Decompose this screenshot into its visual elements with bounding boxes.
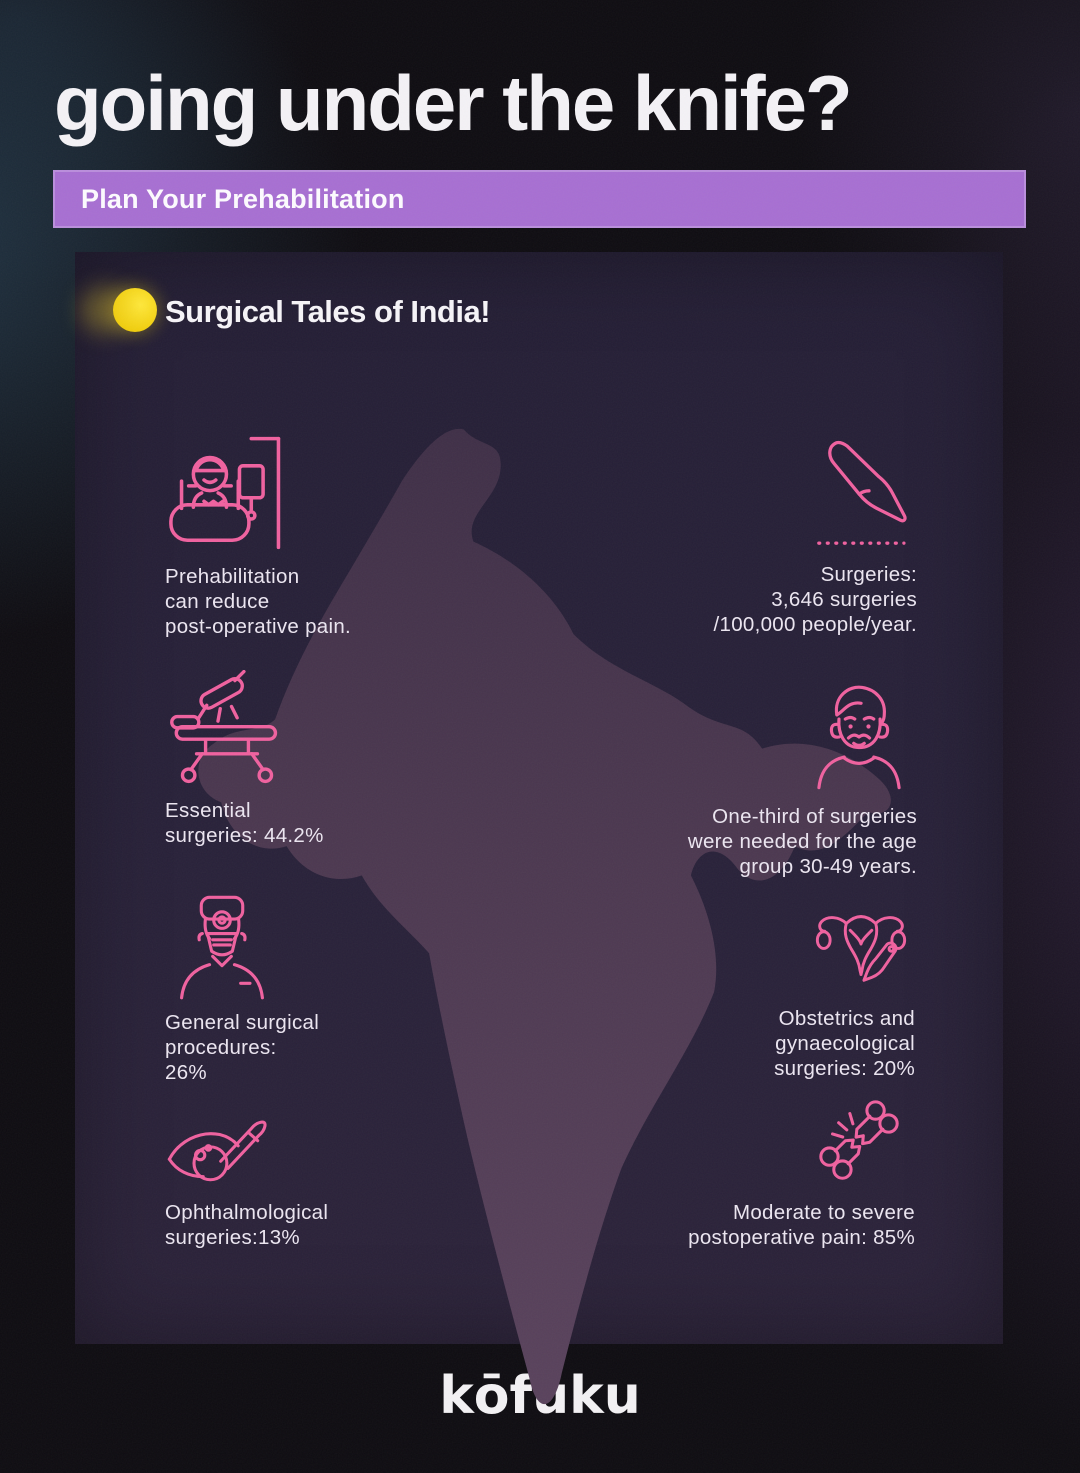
yellow-dot-icon — [113, 288, 157, 332]
stat-age-group: One-third of surgeries were needed for t… — [688, 680, 917, 879]
stat-text: General surgical procedures: 26% — [165, 1011, 320, 1084]
stat-essential-surgeries: Essential surgeries: 44.2% — [165, 670, 324, 848]
stat-prehabilitation: Prehabilitation can reduce post-operativ… — [165, 432, 351, 639]
stat-text: Ophthalmological surgeries:13% — [165, 1201, 329, 1249]
stat-text: Moderate to severe postoperative pain: 8… — [688, 1201, 915, 1249]
stat-text: Essential surgeries: 44.2% — [165, 799, 324, 847]
subtitle-banner: Plan Your Prehabilitation — [53, 170, 1026, 228]
stat-text: Surgeries: 3,646 surgeries /100,000 peop… — [713, 563, 917, 636]
uterus-scalpel-icon — [807, 894, 915, 996]
stat-obstetrics: Obstetrics and gynaecological surgeries:… — [774, 894, 915, 1081]
stats-card: Surgical Tales of India! — [75, 252, 1003, 1405]
stat-text: One-third of surgeries were needed for t… — [687, 805, 917, 878]
operating-table-icon — [165, 670, 289, 788]
stat-text: Prehabilitation can reduce post-operativ… — [165, 565, 352, 638]
broken-bone-icon — [803, 1084, 915, 1190]
subtitle-banner-label: Plan Your Prehabilitation — [81, 183, 405, 214]
stat-postop-pain: Moderate to severe postoperative pain: 8… — [688, 1084, 915, 1250]
stat-ophthalmological: Ophthalmological surgeries:13% — [165, 1114, 328, 1250]
patient-in-bed-icon — [165, 432, 295, 554]
card-heading: Surgical Tales of India! — [165, 294, 491, 329]
middle-aged-man-icon — [801, 680, 917, 794]
stat-general-surgical: General surgical procedures: 26% — [165, 892, 319, 1085]
eye-scalpel-icon — [165, 1114, 299, 1190]
stat-text: Obstetrics and gynaecological surgeries:… — [774, 1007, 915, 1080]
scalpel-icon — [797, 434, 917, 552]
page-title: going under the knife? — [54, 59, 853, 147]
surgeon-icon — [165, 892, 279, 1000]
stat-surgeries-rate: Surgeries: 3,646 surgeries /100,000 peop… — [714, 434, 918, 637]
